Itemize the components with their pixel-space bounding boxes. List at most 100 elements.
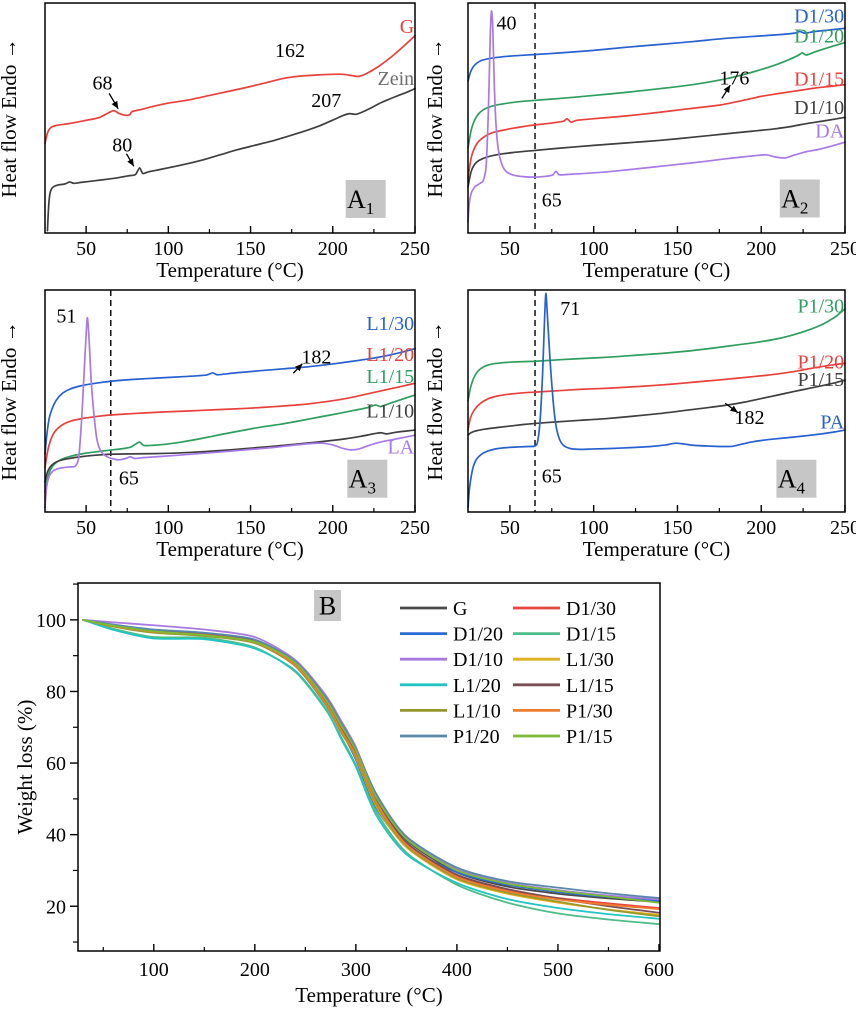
- x-tick-label: 50: [76, 517, 96, 539]
- legend-label: L1/10: [453, 700, 501, 722]
- curve-label: L1/10: [366, 400, 414, 422]
- panel-label-box: [347, 459, 388, 498]
- series-D1-10: [467, 116, 846, 188]
- series-P1-20: [82, 618, 660, 899]
- legend-label: D1/20: [453, 624, 503, 646]
- legend-label: L1/15: [566, 675, 614, 697]
- x-tick-label: 50: [76, 238, 96, 260]
- series-L1-10: [44, 429, 416, 483]
- x-axis-title: Temperature (°C): [156, 258, 303, 282]
- panel-a4-dsc-chart: 50 100 150 200 250 Temperature (°C) Heat flow …: [423, 289, 856, 561]
- legend-label: G: [453, 598, 467, 620]
- annotation-label: 68: [93, 72, 113, 94]
- curve-label: D1/10: [794, 97, 844, 119]
- x-tick-label: 100: [579, 238, 609, 260]
- annotation-label: 176: [719, 67, 749, 89]
- curve-label: D1/20: [794, 26, 844, 48]
- x-tick-label: 200: [240, 959, 270, 981]
- curve-label: DA: [815, 120, 844, 142]
- series-PA: [467, 292, 846, 509]
- annotation-arrowhead: [127, 158, 134, 167]
- legend-label: P1/30: [566, 700, 613, 722]
- series-D1-30: [467, 27, 846, 83]
- y-axis-title: Heat flow Endo →: [0, 321, 21, 480]
- series-LA: [44, 316, 416, 509]
- x-tick-label: 400: [442, 959, 472, 981]
- series-D1-15: [467, 83, 846, 179]
- x-tick-label: 200: [318, 517, 348, 539]
- panel-label-box: [314, 590, 342, 622]
- plot-frame: [44, 289, 416, 513]
- x-tick-label: 200: [318, 238, 348, 260]
- annotation-label: 182: [734, 407, 764, 429]
- annotation-arrowhead: [111, 100, 119, 109]
- series-L1-15: [44, 394, 416, 493]
- plot-frame: [467, 289, 846, 513]
- annotation-arrowhead: [729, 405, 738, 413]
- panel-label: B: [319, 592, 336, 621]
- legend-label: D1/30: [566, 598, 616, 620]
- x-tick-label: 150: [236, 517, 266, 539]
- y-tick-label: 60: [46, 753, 66, 775]
- annotation-label: 65: [542, 465, 562, 487]
- annotation-label: 65: [119, 468, 139, 490]
- legend-label: L1/30: [566, 649, 614, 671]
- x-tick-label: 150: [236, 238, 266, 260]
- panel-label-box: [776, 459, 817, 498]
- series-P1-30: [467, 308, 846, 402]
- curve-label: P1/20: [797, 351, 844, 373]
- x-tick-label: 100: [153, 238, 183, 260]
- panel-a2-dsc-chart: 50 100 150 200 250 Temperature (°C) Heat flow …: [423, 2, 856, 282]
- curve-label: Zein: [378, 68, 415, 90]
- x-tick-label: 150: [662, 517, 692, 539]
- y-axis-title: Heat flow Endo →: [423, 38, 447, 197]
- x-axis-title: Temperature (°C): [295, 983, 442, 1007]
- annotation-label: 162: [275, 40, 305, 62]
- annotation-arrowhead: [294, 363, 303, 372]
- curve-label: LA: [388, 436, 415, 458]
- annotation-label: 182: [301, 347, 331, 369]
- panel-a3-dsc-chart: 50 100 150 200 250 Temperature (°C) Heat flow …: [0, 289, 430, 561]
- y-tick-label: 20: [46, 896, 66, 918]
- x-tick-label: 600: [644, 959, 674, 981]
- x-tick-label: 300: [341, 959, 371, 981]
- series-Zein: [46, 87, 416, 232]
- curve-label: D1/30: [794, 6, 844, 28]
- x-tick-label: 100: [153, 517, 183, 539]
- panel-label-box: [345, 179, 386, 218]
- panel-a1-dsc-chart: 50 100 150 200 250 Temperature (°C) Heat flow …: [0, 2, 430, 282]
- legend-label: D1/10: [453, 649, 503, 671]
- panel-label: A3: [349, 465, 376, 498]
- x-tick-label: 500: [543, 959, 573, 981]
- series-L1-10: [82, 618, 660, 918]
- x-tick-label: 150: [662, 238, 692, 260]
- panel-label: A2: [781, 185, 808, 218]
- y-axis-title: Weight loss (%): [13, 700, 37, 835]
- series-L1-20: [82, 618, 660, 920]
- series-L1-20: [44, 382, 416, 469]
- plot-frame: [77, 582, 661, 952]
- curve-label: PA: [820, 411, 844, 433]
- plot-frame: [467, 2, 846, 234]
- x-tick-label: 250: [830, 517, 856, 539]
- series-D1-20: [467, 41, 846, 149]
- y-axis-title: Heat flow Endo →: [423, 321, 447, 480]
- x-tick-label: 250: [400, 517, 430, 539]
- annotation-label: 51: [56, 306, 76, 328]
- x-tick-label: 100: [139, 959, 169, 981]
- curve-label: D1/15: [794, 68, 844, 90]
- annotation-label: 207: [311, 90, 341, 112]
- x-tick-label: 250: [400, 238, 430, 260]
- series-G: [44, 34, 416, 145]
- x-tick-label: 250: [830, 238, 856, 260]
- y-tick-label: 100: [36, 610, 66, 632]
- curve-label: G: [400, 16, 414, 38]
- curve-label: L1/15: [366, 366, 414, 388]
- x-axis-title: Temperature (°C): [583, 258, 730, 282]
- x-axis-title: Temperature (°C): [156, 537, 303, 561]
- series-P1-15: [467, 379, 846, 436]
- series-L1-30: [44, 347, 416, 456]
- x-tick-label: 50: [500, 517, 520, 539]
- legend-label: L1/20: [453, 675, 501, 697]
- curve-label: P1/30: [797, 296, 844, 318]
